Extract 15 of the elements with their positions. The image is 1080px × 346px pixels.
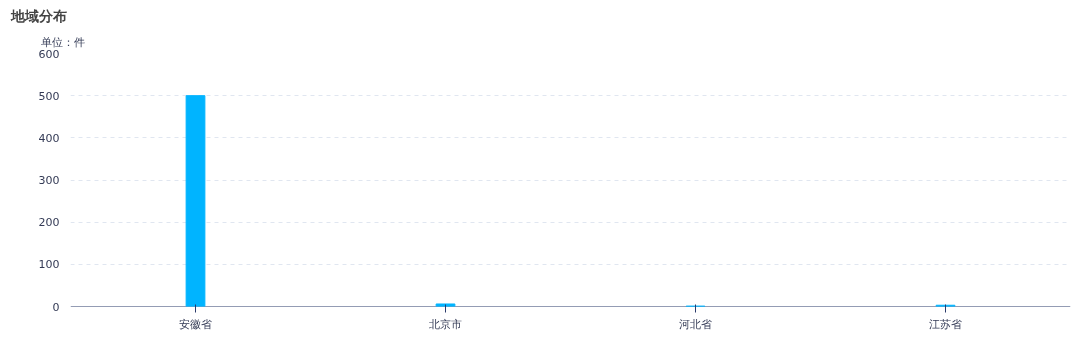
bar [185, 95, 206, 307]
y-tick-label: 200 [38, 216, 60, 230]
y-tick-label: 600 [38, 47, 60, 61]
y-tick-label: 300 [38, 174, 60, 187]
y-tick-label: 0 [52, 300, 60, 314]
chart-title: 地域分布 [9, 7, 67, 24]
y-axis-title: 单位：件 [40, 35, 85, 49]
x-tick-label: 北京市 [429, 317, 462, 331]
y-tick-label: 100 [38, 258, 60, 272]
y-tick-label: 500 [38, 89, 60, 103]
x-tick-label: 安徽省 [179, 317, 212, 331]
x-tick-label: 江苏省 [929, 317, 962, 331]
x-tick-label: 河北省 [679, 317, 712, 331]
y-tick-label: 400 [38, 131, 60, 145]
bar [435, 303, 456, 307]
